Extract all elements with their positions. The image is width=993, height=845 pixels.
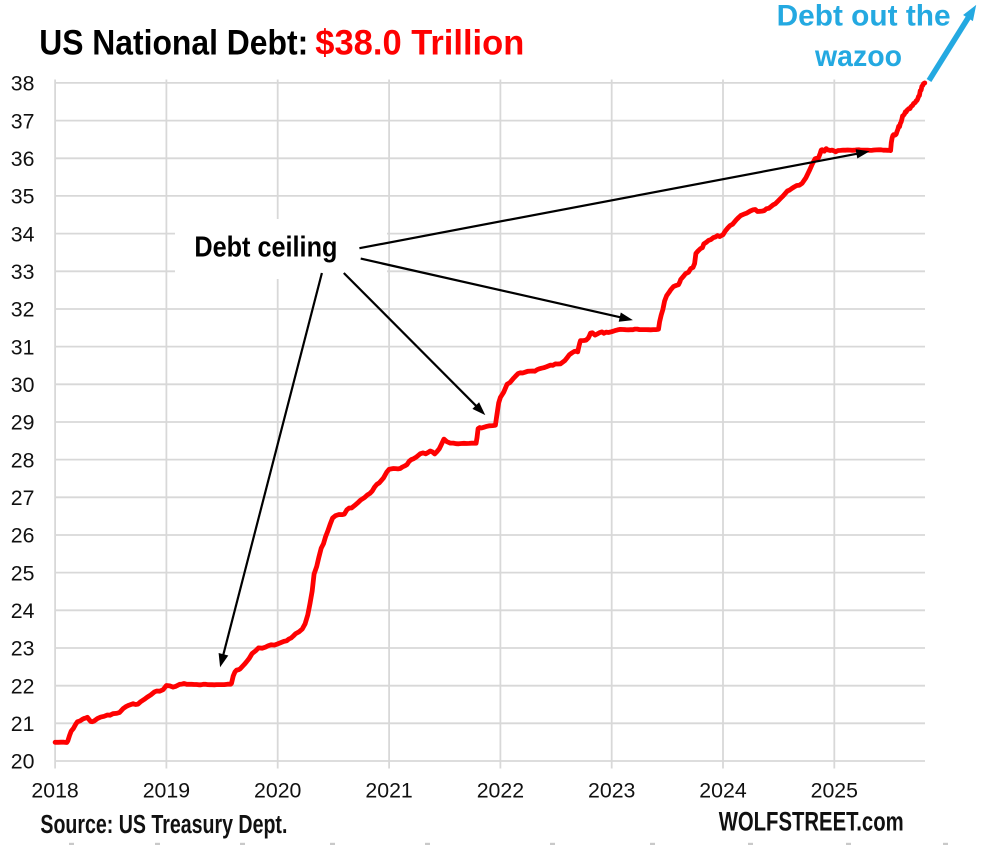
- svg-text:2019: 2019: [143, 779, 190, 803]
- svg-text:2020: 2020: [254, 779, 302, 803]
- svg-text:24: 24: [11, 599, 35, 623]
- svg-text:25: 25: [11, 561, 35, 585]
- svg-text:38: 38: [11, 72, 35, 96]
- svg-text:37: 37: [11, 109, 35, 133]
- svg-text:Debt ceiling: Debt ceiling: [194, 232, 337, 264]
- svg-text:36: 36: [11, 147, 35, 171]
- svg-text:20: 20: [11, 750, 35, 774]
- svg-text:26: 26: [11, 524, 35, 548]
- svg-text:Debt out the: Debt out the: [777, 0, 951, 33]
- svg-text:Source: US Treasury Dept.: Source: US Treasury Dept.: [40, 811, 287, 839]
- svg-text:$38.0 Trillion: $38.0 Trillion: [315, 24, 524, 63]
- svg-text:2023: 2023: [588, 779, 635, 803]
- svg-text:31: 31: [11, 335, 35, 359]
- svg-text:27: 27: [11, 486, 35, 510]
- svg-text:2018: 2018: [31, 779, 78, 803]
- svg-text:2024: 2024: [699, 779, 747, 803]
- svg-text:2021: 2021: [365, 779, 412, 803]
- svg-text:21: 21: [11, 712, 35, 736]
- svg-text:22: 22: [11, 674, 35, 698]
- svg-text:33: 33: [11, 260, 35, 284]
- svg-text:WOLFSTREET.com: WOLFSTREET.com: [719, 807, 904, 837]
- svg-text:2025: 2025: [811, 779, 858, 803]
- svg-text:23: 23: [11, 637, 35, 661]
- svg-text:30: 30: [11, 373, 35, 397]
- svg-text:US National Debt:: US National Debt:: [39, 24, 308, 63]
- svg-text:34: 34: [11, 222, 35, 246]
- svg-text:wazoo: wazoo: [814, 40, 902, 73]
- svg-text:28: 28: [11, 448, 35, 472]
- svg-text:2022: 2022: [477, 779, 524, 803]
- svg-text:29: 29: [11, 411, 35, 435]
- svg-text:35: 35: [11, 185, 35, 209]
- svg-text:32: 32: [11, 298, 35, 322]
